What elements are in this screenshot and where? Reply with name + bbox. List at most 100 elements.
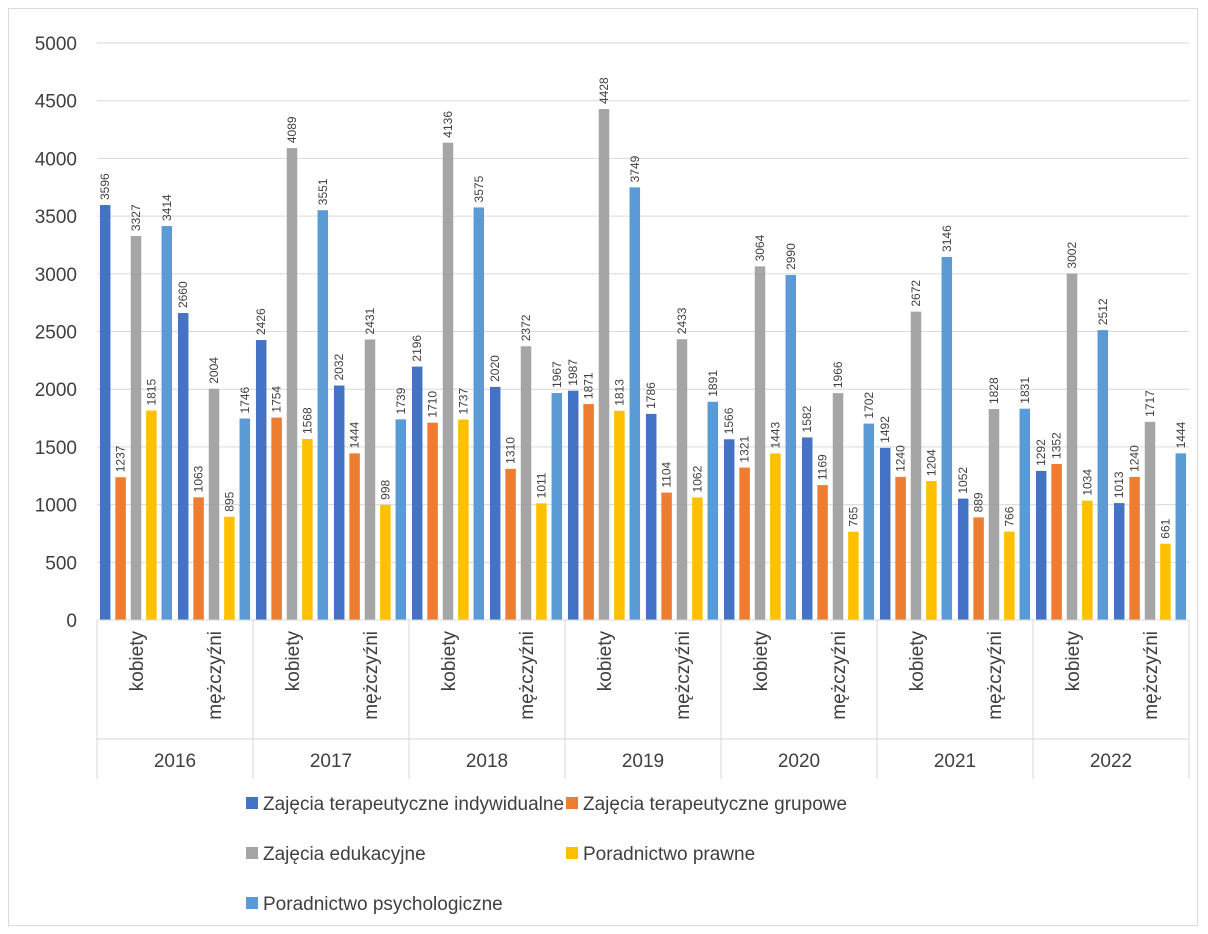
y-tick-label: 3500 [35, 207, 77, 228]
bar [536, 503, 547, 620]
data-label: 1062 [690, 465, 704, 492]
bar [505, 468, 516, 620]
year-label: 2022 [1090, 751, 1132, 772]
data-label: 2512 [1096, 298, 1110, 325]
data-label: 1169 [816, 454, 830, 480]
y-tick-label: 4000 [35, 149, 77, 170]
bar [115, 477, 126, 620]
data-label: 998 [378, 479, 392, 499]
data-label: 1891 [706, 370, 720, 397]
year-label: 2018 [466, 751, 508, 772]
bar [1175, 453, 1187, 620]
bar [1019, 408, 1031, 620]
data-label: 3002 [1065, 242, 1079, 269]
bar [520, 346, 532, 620]
data-label: 2431 [363, 307, 377, 334]
data-label: 1746 [238, 386, 252, 413]
bar [286, 148, 298, 620]
category-label: mężczyźni [1141, 631, 1162, 720]
data-label: 2032 [332, 353, 346, 380]
data-label: 3596 [98, 173, 112, 200]
bar [645, 413, 657, 620]
category-label: kobiety [1063, 631, 1084, 692]
bar [349, 453, 360, 620]
data-label: 2660 [176, 281, 190, 308]
bar [941, 256, 953, 620]
bar [661, 492, 672, 620]
data-label: 1966 [831, 361, 845, 388]
bar [832, 393, 844, 620]
bar [1051, 463, 1062, 620]
data-label: 1443 [768, 421, 782, 448]
year-label: 2021 [934, 751, 976, 772]
data-label: 1204 [924, 449, 938, 476]
bar [817, 485, 828, 620]
data-label: 1815 [144, 379, 158, 406]
bar [333, 385, 345, 620]
bar [302, 439, 313, 620]
data-label: 1702 [862, 392, 876, 419]
category-label: kobiety [595, 631, 616, 692]
category-label: mężczyźni [985, 631, 1006, 720]
bar [255, 340, 267, 620]
bar [458, 419, 469, 620]
bar [863, 423, 875, 620]
bar [583, 404, 594, 620]
data-label: 1737 [456, 388, 470, 415]
year-label: 2016 [154, 751, 196, 772]
year-label: 2020 [778, 751, 820, 772]
bar [567, 390, 579, 620]
bar [489, 386, 501, 620]
data-label: 1828 [987, 377, 1001, 404]
data-label: 2426 [254, 308, 268, 335]
category-label: mężczyźni [673, 631, 694, 720]
bar [1160, 543, 1171, 620]
data-label: 2372 [519, 314, 533, 341]
data-label: 1813 [612, 379, 626, 406]
bar [801, 437, 813, 620]
data-label: 3327 [129, 204, 143, 231]
data-label: 3575 [472, 175, 486, 202]
y-tick-label: 500 [45, 553, 77, 574]
year-label: 2017 [310, 751, 352, 772]
data-label: 895 [222, 491, 236, 511]
bar [177, 313, 189, 620]
bar [99, 205, 111, 620]
data-label: 1237 [114, 445, 128, 472]
legend-label: Zajęcia edukacyjne [263, 844, 426, 865]
bar [473, 207, 485, 620]
data-label: 1104 [660, 461, 674, 487]
legend-swatch [246, 797, 258, 809]
year-label: 2019 [622, 751, 664, 772]
bars [99, 109, 1187, 621]
legend-label: Poradnictwo psychologiczne [263, 894, 503, 915]
legend-label: Poradnictwo prawne [583, 844, 755, 865]
data-label: 766 [1002, 506, 1016, 526]
data-label: 4136 [441, 111, 455, 138]
bar [1144, 421, 1156, 620]
data-label: 3146 [940, 225, 954, 252]
category-label: kobiety [907, 631, 928, 692]
bar [411, 366, 423, 620]
y-tick-label: 2500 [35, 323, 77, 344]
bar [614, 410, 625, 620]
bar [208, 388, 220, 620]
bar [723, 439, 735, 620]
legend-label: Zajęcia terapeutyczne grupowe [583, 794, 847, 815]
data-label: 1292 [1034, 439, 1048, 466]
data-label: 1444 [1174, 421, 1188, 448]
data-label: 1052 [956, 467, 970, 494]
bar [161, 226, 173, 620]
bar [271, 417, 282, 620]
bar [427, 422, 438, 620]
category-label: kobiety [283, 631, 304, 692]
legend-label: Zajęcia terapeutyczne indywidualne [263, 794, 564, 815]
legend-swatch [246, 847, 258, 859]
data-label: 1034 [1080, 469, 1094, 496]
bar [1097, 330, 1109, 620]
bar [1129, 476, 1140, 620]
bar [1082, 500, 1093, 620]
bar [988, 409, 1000, 620]
data-label: 661 [1158, 518, 1172, 538]
data-label: 4089 [285, 116, 299, 143]
